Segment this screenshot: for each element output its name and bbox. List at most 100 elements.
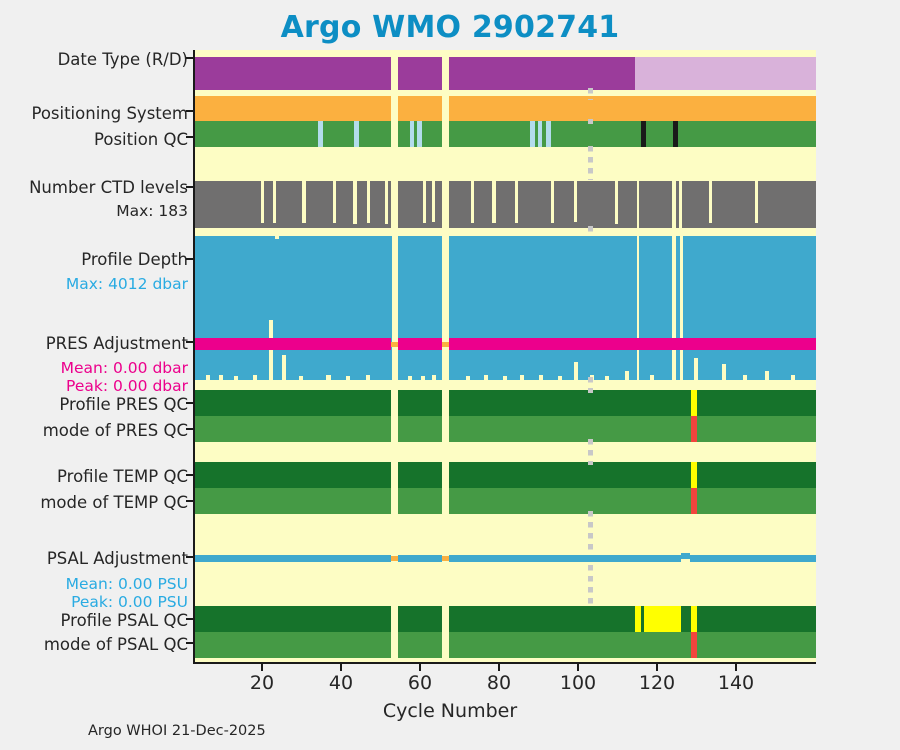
line-psal-adjustment [681,553,690,559]
ytick-mode-pres-qc [186,428,195,430]
band-psal-qc-a [449,606,816,632]
panel-profile-pres-qc[interactable] [195,390,816,416]
panel-date-type[interactable] [195,57,816,90]
dip-profile-depth [650,375,654,380]
notch-ctd-levels [423,181,426,223]
cycle-marker-line [588,146,593,180]
panel-mode-temp-qc[interactable] [195,488,816,514]
notch-ctd-levels [709,181,712,223]
flag-mode-temp-qc-red [691,488,697,514]
dip-profile-depth [206,375,210,380]
band-delayed-mode [398,57,442,90]
panel-mode-psal-qc[interactable] [195,632,816,658]
dip-profile-depth [408,376,412,380]
xtick-20 [261,662,263,671]
dip-profile-depth [574,362,578,380]
dip-profile-depth [346,376,350,380]
gap-pres-adjustment [391,342,398,347]
label-mode-psal-qc: mode of PSAL QC [43,635,188,654]
label-profile-psal-qc: Profile PSAL QC [60,611,188,630]
xtick-120 [656,662,658,671]
dip-profile-depth [299,376,303,380]
gap-pres-adjustment [442,342,449,347]
band-psal-qc-a [398,606,442,632]
gap-psal-adjustment [391,556,398,561]
bar-ctd-levels [398,181,442,228]
band-gps [195,96,391,121]
label-position-qc: Position QC [94,130,188,149]
ytick-psal-adjustment [186,556,195,558]
bar-profile-depth [279,236,392,380]
plot-area[interactable] [193,50,816,664]
dip-profile-depth [558,376,562,380]
band-mode-psal-qc-1 [398,632,442,658]
panel-profile-psal-qc[interactable] [195,606,816,632]
xticklabel-140: 140 [717,672,755,694]
label-pres-adjustment: PRES Adjustment [45,334,188,353]
label-pres-peak: Peak: 0.00 dbar [66,377,188,395]
line-pres-adjustment [398,338,442,350]
label-ctd-levels: Number CTD levels [29,178,188,197]
band-pres-qc-a [195,390,391,416]
line-psal-adjustment [697,555,816,562]
ytick-date-type [186,57,195,59]
band-gps [398,96,442,121]
label-pres-mean: Mean: 0.00 dbar [60,359,188,377]
dip-profile-depth [539,375,543,380]
notch-ctd-levels [615,181,618,224]
label-profile-temp-qc: Profile TEMP QC [57,467,188,486]
notch-ctd-levels [755,181,758,223]
band-pres-qc-a [449,390,816,416]
xtick-100 [577,662,579,671]
panel-profile-depth[interactable] [195,232,816,380]
dip-profile-depth [326,375,331,380]
band-mode-temp-qc-1 [195,488,391,514]
cycle-marker-line [588,439,593,465]
ytick-position-qc [186,136,195,138]
xtick-40 [340,662,342,671]
panel-psal-adjustment[interactable] [195,550,816,568]
bar-ctd-levels [639,181,672,228]
panel-profile-temp-qc[interactable] [195,462,816,488]
dip-profile-depth [605,376,609,380]
flag-position-qc-lightblue [530,121,535,147]
panel-mode-pres-qc[interactable] [195,416,816,442]
flag-temp-qc-yellow [691,462,697,488]
flag-position-qc-black [673,121,678,147]
xtick-80 [498,662,500,671]
notch-ctd-levels [261,181,264,223]
band-mode-pres-qc-1 [398,416,442,442]
band-temp-qc-a [449,462,816,488]
line-pres-adjustment [195,338,391,350]
xtick-140 [735,662,737,671]
band-position-qc-good [195,121,391,147]
flag-mode-pres-qc-red [691,416,697,442]
band-mode-pres-qc-1 [195,416,391,442]
notch-ctd-levels [471,181,474,223]
dip-profile-depth [421,376,425,380]
band-mode-pres-qc-1 [449,416,816,442]
bar-ctd-levels [195,181,391,228]
band-position-qc-good [449,121,816,147]
ytick-mode-psal-qc [186,642,195,644]
band-mode-psal-qc-1 [195,632,391,658]
dip-profile-depth [520,375,524,380]
xaxis-title: Cycle Number [382,700,518,722]
line-psal-adjustment [398,555,442,562]
cycle-marker-line [588,377,593,393]
panel-ctd-levels[interactable] [195,178,816,228]
label-psal-mean: Mean: 0.00 PSU [65,575,188,593]
dip-profile-depth [269,320,273,380]
panel-positioning-system[interactable] [195,96,816,121]
label-profile-depth: Profile Depth [81,250,188,269]
band-temp-qc-a [195,462,391,488]
xticklabel-20: 20 [249,672,275,694]
flag-mode-psal-qc-red [691,632,697,658]
band-mode-psal-qc-1 [449,632,816,658]
dip-profile-depth [219,375,223,380]
band-gps [449,96,816,121]
bar-profile-depth [398,236,442,380]
panel-position-qc[interactable] [195,121,816,147]
cycle-marker-line [588,119,593,124]
band-delayed-mode [195,57,391,90]
